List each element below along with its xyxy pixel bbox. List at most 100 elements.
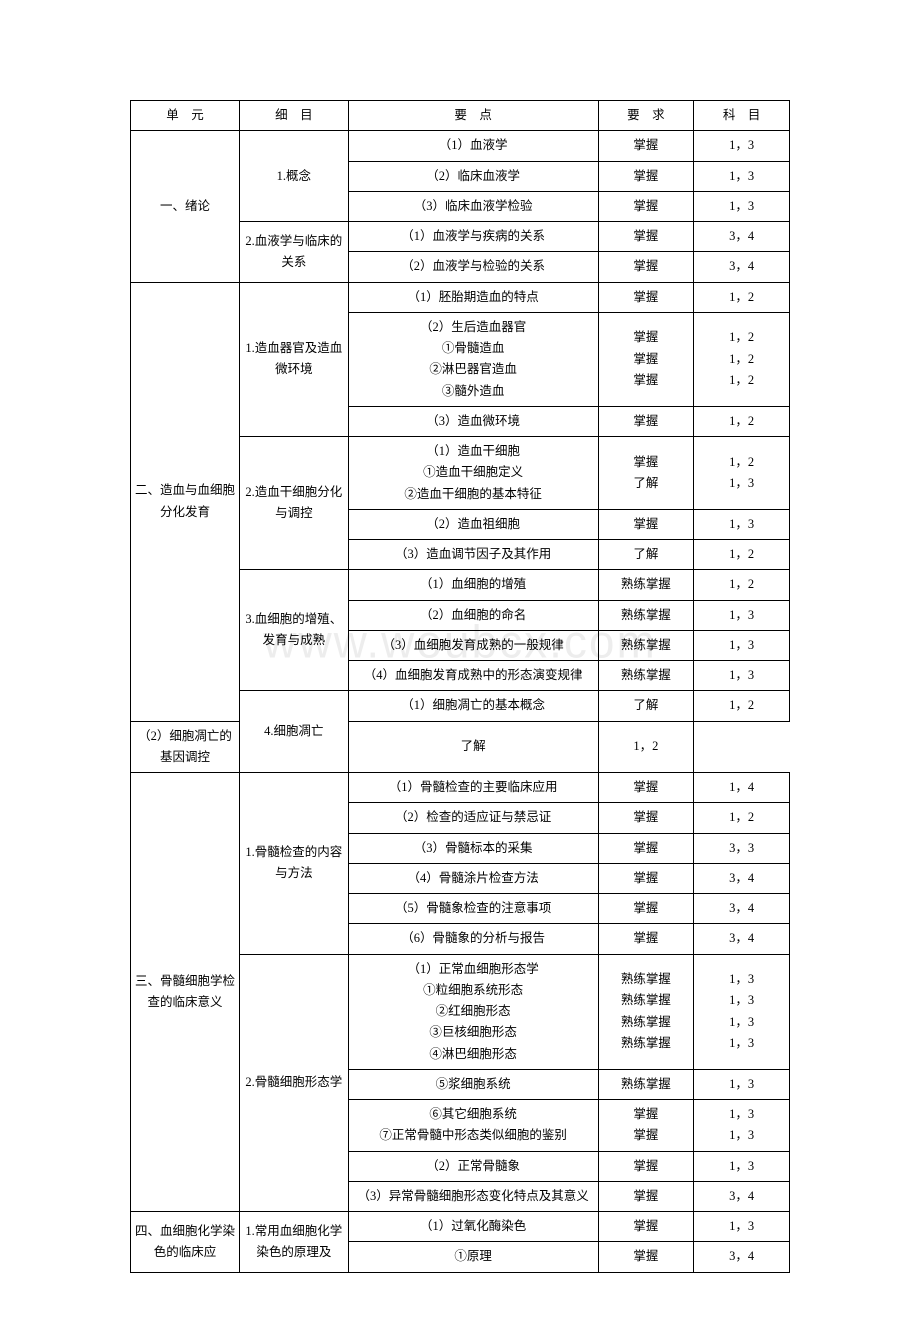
cell-point: （1）血细胞的增殖 [348, 570, 598, 600]
cell-detail: 4.细胞凋亡 [239, 691, 348, 773]
cell-point: （2）临床血液学 [348, 161, 598, 191]
cell-detail: 2.骨髓细胞形态学 [239, 954, 348, 1212]
cell-subj: 1，3 [694, 1151, 790, 1181]
cell-subj: 1，2 [694, 282, 790, 312]
cell-req: 熟练掌握 [598, 600, 694, 630]
cell-detail: 1.骨髓检查的内容与方法 [239, 773, 348, 955]
cell-point: （3）造血调节因子及其作用 [348, 540, 598, 570]
cell-req: 掌握 [598, 222, 694, 252]
cell-req: 掌握 [598, 282, 694, 312]
cell-req: 掌握 [598, 894, 694, 924]
cell-subj: 3，4 [694, 1181, 790, 1211]
cell-subj: 1，3 [694, 509, 790, 539]
cell-point: （3）临床血液学检验 [348, 191, 598, 221]
cell-detail: 1.造血器官及造血微环境 [239, 282, 348, 437]
cell-point: （1）造血干细胞①造血干细胞定义②造血干细胞的基本特征 [348, 437, 598, 510]
cell-detail: 1.常用血细胞化学染色的原理及 [239, 1212, 348, 1273]
cell-point: ⑤浆细胞系统 [348, 1069, 598, 1099]
cell-point: （1）骨髓检查的主要临床应用 [348, 773, 598, 803]
cell-unit: 二、造血与血细胞分化发育 [131, 282, 240, 721]
cell-point: （1）正常血细胞形态学①粒细胞系统形态②红细胞形态③巨核细胞形态④淋巴细胞形态 [348, 954, 598, 1069]
cell-point: （2）检查的适应证与禁忌证 [348, 803, 598, 833]
cell-req: 熟练掌握熟练掌握熟练掌握熟练掌握 [598, 954, 694, 1069]
header-subj: 科 目 [694, 101, 790, 131]
cell-subj: 1，3 [694, 191, 790, 221]
cell-point: （4）骨髓涂片检查方法 [348, 863, 598, 893]
cell-point: （6）骨髓象的分析与报告 [348, 924, 598, 954]
cell-req: 熟练掌握 [598, 661, 694, 691]
cell-subj: 1，2 [694, 803, 790, 833]
header-detail: 细 目 [239, 101, 348, 131]
cell-unit: 三、骨髓细胞学检查的临床意义 [131, 773, 240, 1212]
cell-subj: 3，3 [694, 833, 790, 863]
cell-req: 掌握 [598, 1181, 694, 1211]
table-row: 一、绪论1.概念（1）血液学掌握1，3 [131, 131, 790, 161]
cell-detail: 2.造血干细胞分化与调控 [239, 437, 348, 570]
cell-subj: 3，4 [694, 863, 790, 893]
cell-point: （1）细胞凋亡的基本概念 [348, 691, 598, 721]
cell-subj: 1，3 [694, 1069, 790, 1099]
cell-point: （1）过氧化酶染色 [348, 1212, 598, 1242]
cell-req: 掌握 [598, 1242, 694, 1272]
cell-unit: 四、血细胞化学染色的临床应 [131, 1212, 240, 1273]
cell-subj: 1，2 [694, 406, 790, 436]
cell-subj: 1，4 [694, 773, 790, 803]
cell-req: 掌握掌握掌握 [598, 312, 694, 406]
cell-req: 掌握 [598, 406, 694, 436]
header-unit: 单 元 [131, 101, 240, 131]
cell-subj: 3，4 [694, 252, 790, 282]
cell-point: （1）血液学与疾病的关系 [348, 222, 598, 252]
cell-req: 掌握 [598, 863, 694, 893]
cell-req: 掌握 [598, 833, 694, 863]
header-point: 要 点 [348, 101, 598, 131]
table-header-row: 单 元细 目要 点要 求科 目 [131, 101, 790, 131]
cell-req: 掌握 [598, 924, 694, 954]
page-container: www.woubcx.com 单 元细 目要 点要 求科 目一、绪论1.概念（1… [0, 0, 920, 1333]
cell-req: 掌握 [598, 161, 694, 191]
cell-subj: 1，3 [694, 1212, 790, 1242]
cell-point: （2）血细胞的命名 [348, 600, 598, 630]
cell-req: 掌握 [598, 509, 694, 539]
cell-subj: 1，3 [694, 131, 790, 161]
cell-req: 掌握 [598, 1151, 694, 1181]
cell-detail: 3.血细胞的增殖、发育与成熟 [239, 570, 348, 691]
cell-req: 掌握 [598, 252, 694, 282]
cell-point: （2）正常骨髓象 [348, 1151, 598, 1181]
cell-point: （1）血液学 [348, 131, 598, 161]
cell-point: （4）血细胞发育成熟中的形态演变规律 [348, 661, 598, 691]
table-row: 二、造血与血细胞分化发育1.造血器官及造血微环境（1）胚胎期造血的特点掌握1，2 [131, 282, 790, 312]
table-row: 三、骨髓细胞学检查的临床意义1.骨髓检查的内容与方法（1）骨髓检查的主要临床应用… [131, 773, 790, 803]
cell-point: ⑥其它细胞系统⑦正常骨髓中形态类似细胞的鉴别 [348, 1100, 598, 1152]
cell-subj: 3，4 [694, 894, 790, 924]
cell-subj: 3，4 [694, 222, 790, 252]
cell-detail: 1.概念 [239, 131, 348, 222]
cell-req: 掌握掌握 [598, 1100, 694, 1152]
cell-subj: 1，2 [694, 691, 790, 721]
cell-subj: 1，3 [694, 661, 790, 691]
cell-point: （3）异常骨髓细胞形态变化特点及其意义 [348, 1181, 598, 1211]
cell-point: （2）血液学与检验的关系 [348, 252, 598, 282]
cell-req: 掌握 [598, 1212, 694, 1242]
cell-subj: 1，3 [694, 161, 790, 191]
cell-req: 熟练掌握 [598, 630, 694, 660]
cell-req: 了解 [598, 540, 694, 570]
cell-req: 掌握 [598, 191, 694, 221]
cell-req: 熟练掌握 [598, 1069, 694, 1099]
cell-req: 了解 [348, 721, 598, 773]
cell-subj: 3，4 [694, 924, 790, 954]
cell-subj: 1，31，31，31，3 [694, 954, 790, 1069]
cell-req: 了解 [598, 691, 694, 721]
syllabus-table: 单 元细 目要 点要 求科 目一、绪论1.概念（1）血液学掌握1，3（2）临床血… [130, 100, 790, 1273]
table-row: （2）细胞凋亡的基因调控了解1，2 [131, 721, 790, 773]
table-row: 四、血细胞化学染色的临床应1.常用血细胞化学染色的原理及（1）过氧化酶染色掌握1… [131, 1212, 790, 1242]
cell-point: （2）生后造血器官①骨髓造血②淋巴器官造血③髓外造血 [348, 312, 598, 406]
cell-subj: 1，21，3 [694, 437, 790, 510]
cell-subj: 1，3 [694, 600, 790, 630]
cell-subj: 1，2 [694, 570, 790, 600]
cell-subj: 1，21，21，2 [694, 312, 790, 406]
cell-unit: 一、绪论 [131, 131, 240, 282]
cell-point: （5）骨髓象检查的注意事项 [348, 894, 598, 924]
cell-point: （3）血细胞发育成熟的一般规律 [348, 630, 598, 660]
cell-subj: 1，2 [598, 721, 694, 773]
cell-point: ①原理 [348, 1242, 598, 1272]
